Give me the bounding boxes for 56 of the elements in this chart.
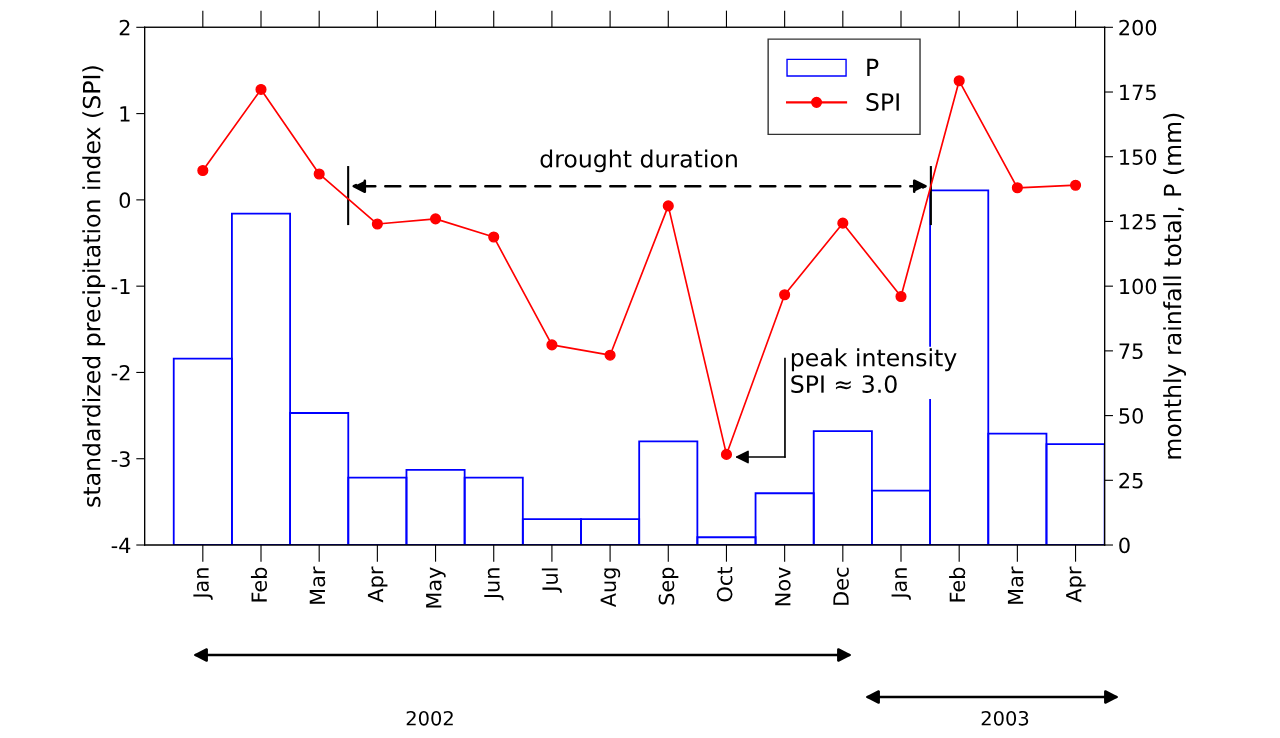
text: 2003 xyxy=(981,710,1029,726)
y-tick-label: 0 xyxy=(119,192,131,209)
x-tick-label: Feb xyxy=(949,567,966,602)
y2-tick-label: 175 xyxy=(1120,84,1156,101)
y2-axis-title: monthly rainfall total, P (mm) xyxy=(1163,113,1187,459)
point xyxy=(1011,182,1023,194)
point xyxy=(488,231,500,243)
point xyxy=(604,349,616,361)
point xyxy=(255,83,267,95)
point xyxy=(1069,179,1082,191)
x-tick-label: Mar xyxy=(309,566,326,604)
y-tick-label: -4 xyxy=(111,537,131,553)
x-tick-label: Jan xyxy=(193,568,213,600)
y2-tick-label: 25 xyxy=(1119,472,1143,489)
legend-label: SPI xyxy=(866,93,899,111)
x-tick-label: Sep xyxy=(658,567,679,605)
y-tick-label: 2 xyxy=(119,19,130,36)
y2-tick-label: 75 xyxy=(1119,343,1143,360)
y2-tick-label: 200 xyxy=(1119,19,1157,36)
x-tick-label: Apr xyxy=(1066,566,1086,603)
y-tick-label: -3 xyxy=(111,451,130,467)
point xyxy=(837,217,849,229)
x-tick-label: Jun xyxy=(484,568,504,601)
y-tick-label: 1 xyxy=(120,106,130,122)
x-tick-label: Dec xyxy=(833,567,849,605)
text: 2002 xyxy=(406,710,453,726)
x-tick-label: Apr xyxy=(367,566,388,603)
x-tick-label: Jul xyxy=(541,568,562,593)
y2-tick-label: 100 xyxy=(1120,278,1157,295)
x-tick-label: Jan xyxy=(891,568,911,600)
x-tick-label: Oct xyxy=(716,567,733,602)
point xyxy=(953,75,965,87)
point xyxy=(662,200,674,212)
y2-tick-label: 50 xyxy=(1119,408,1143,424)
point xyxy=(895,290,907,303)
point xyxy=(546,339,558,351)
y2-tick-label: 150 xyxy=(1120,149,1157,165)
y-tick-label: -2 xyxy=(111,364,130,381)
annotation: drought duration xyxy=(540,149,737,173)
annotation: peak intensity SPI ≈ 3.0 xyxy=(791,348,957,393)
y-tick-label: -1 xyxy=(111,278,130,295)
y2-tick-label: 125 xyxy=(1120,213,1156,230)
x-tick-label: Feb xyxy=(250,567,268,602)
x-tick-label: May xyxy=(426,567,446,608)
legend-label: P xyxy=(867,58,879,76)
point xyxy=(371,218,383,230)
y-axis-title: standardized precipitation index (SPI) xyxy=(82,66,106,507)
x-tick-label: Nov xyxy=(775,567,791,606)
point xyxy=(429,213,442,225)
point xyxy=(197,164,209,177)
point xyxy=(779,289,791,301)
y2-tick-label: 0 xyxy=(1119,537,1130,554)
point xyxy=(720,448,733,460)
x-tick-label: Mar xyxy=(1007,566,1024,604)
point xyxy=(313,168,325,180)
x-tick-label: Aug xyxy=(600,568,621,608)
